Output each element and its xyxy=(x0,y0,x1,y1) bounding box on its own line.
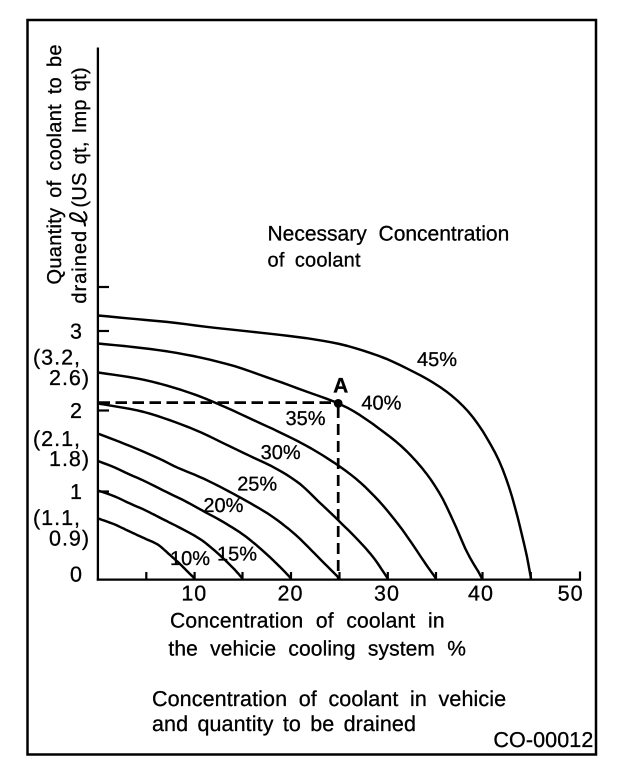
svg-text:0: 0 xyxy=(70,563,83,587)
svg-text:3: 3 xyxy=(70,320,83,344)
svg-text:20: 20 xyxy=(278,582,304,606)
svg-text:10: 10 xyxy=(181,582,207,606)
svg-text:35%: 35% xyxy=(286,408,326,430)
svg-text:1.8): 1.8) xyxy=(49,447,90,471)
svg-text:15%: 15% xyxy=(217,544,257,566)
svg-text:CO-00012: CO-00012 xyxy=(493,728,593,752)
svg-text:and quantity to be drained: and quantity to be drained xyxy=(152,712,416,736)
svg-text:Concentration of coolant in ve: Concentration of coolant in vehicie xyxy=(152,687,506,711)
svg-text:30%: 30% xyxy=(261,442,301,464)
svg-text:45%: 45% xyxy=(417,349,457,371)
svg-text:2.6): 2.6) xyxy=(49,366,90,390)
svg-text:10%: 10% xyxy=(170,548,210,570)
svg-text:0.9): 0.9) xyxy=(49,527,90,551)
svg-text:2: 2 xyxy=(70,399,83,423)
svg-text:(2.1,: (2.1, xyxy=(33,427,81,451)
svg-text:50: 50 xyxy=(558,582,584,606)
svg-text:of coolant: of coolant xyxy=(268,250,361,272)
svg-text:Concentration of coolant in: Concentration of coolant in xyxy=(170,610,445,633)
svg-text:A: A xyxy=(333,375,348,398)
svg-text:the vehicie cooling system %: the vehicie cooling system % xyxy=(168,638,466,661)
svg-text:1: 1 xyxy=(70,480,83,504)
svg-text:40%: 40% xyxy=(361,393,401,415)
svg-text:drained: drained xyxy=(69,230,91,304)
svg-text:(3.2,: (3.2, xyxy=(33,346,81,370)
svg-text:25%: 25% xyxy=(237,474,277,496)
svg-text:20%: 20% xyxy=(203,495,243,517)
svg-text:40: 40 xyxy=(468,582,494,606)
svg-text:(1.1,: (1.1, xyxy=(33,506,81,530)
svg-text:(US qt, Imp qt): (US qt, Imp qt) xyxy=(69,67,91,208)
svg-text:Necessary Concentration: Necessary Concentration xyxy=(268,223,510,246)
svg-text:30: 30 xyxy=(374,582,400,606)
svg-text:Quantity of coolant to be: Quantity of coolant to be xyxy=(44,44,66,284)
